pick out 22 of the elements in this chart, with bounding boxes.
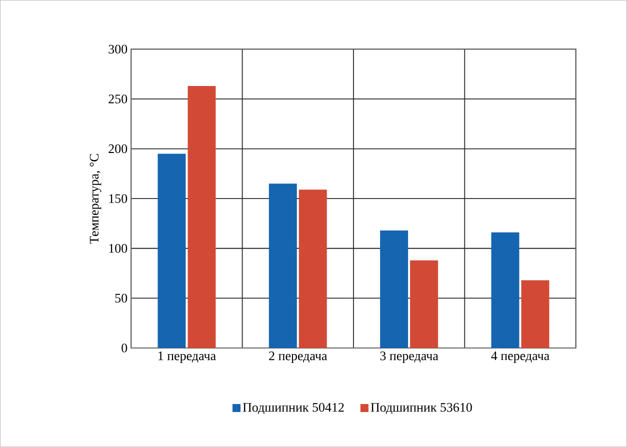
bar <box>188 86 216 348</box>
bar <box>410 260 438 348</box>
bar <box>298 190 327 348</box>
y-tick-label: 0 <box>122 344 128 352</box>
legend-label: Подшипник 50412 <box>242 402 344 414</box>
y-tick-label: 100 <box>109 244 128 253</box>
y-tick-label: 300 <box>108 44 128 54</box>
y-tick-label: 50 <box>115 294 128 303</box>
bar <box>268 184 297 348</box>
y-tick-label: 200 <box>108 144 128 154</box>
y-tick-label: 150 <box>109 194 128 203</box>
y-tick-label: 250 <box>108 94 128 104</box>
x-tick-label: 2 передача <box>269 351 328 363</box>
x-tick-label: 1 передача <box>158 351 216 363</box>
legend-label: Подшипник 53610 <box>370 402 472 414</box>
y-axis-title: Температура, °C <box>90 154 102 244</box>
x-tick-label: 3 передача <box>380 351 438 363</box>
bar <box>158 154 186 348</box>
bar <box>380 230 408 348</box>
bar <box>491 232 520 348</box>
x-tick-label: 4 передача <box>491 351 550 363</box>
bar <box>521 280 550 348</box>
